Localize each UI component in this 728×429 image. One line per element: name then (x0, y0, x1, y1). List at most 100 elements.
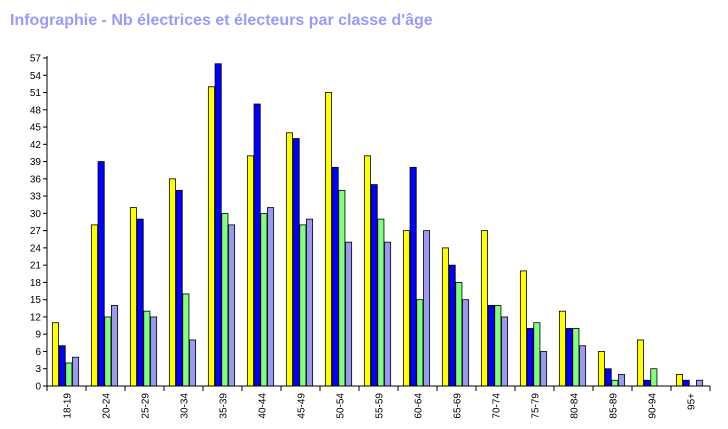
bar-50-54-s4 (345, 241, 353, 387)
bar-20-24-s2 (97, 161, 105, 387)
x-tick-label: 30-34 (180, 393, 191, 419)
x-axis: 18-19 20-24 25-29 30-34 35-39 40-44 45-49 50-54… (46, 385, 711, 419)
x-tick-label: 55-59 (375, 393, 386, 419)
bar-60-64-s2 (409, 166, 417, 387)
bar-20-24-s4 (111, 305, 119, 387)
bars-group (51, 63, 704, 387)
bar-35-39-s4 (228, 224, 236, 387)
bar-40-44-s4 (267, 207, 275, 387)
bar-50-54-s1 (324, 92, 332, 387)
bar-80-84-s1 (558, 310, 566, 387)
bar-85-89-s1 (597, 351, 605, 387)
y-tick-label: 54 (30, 71, 42, 82)
x-tick-label: 40-44 (258, 393, 269, 419)
y-tick-label: 27 (30, 226, 42, 237)
bar-40-44-s3 (260, 212, 268, 387)
bar-60-64-s1 (402, 230, 410, 387)
x-tick-label: 65-69 (453, 393, 464, 419)
bar-70-74-s1 (480, 230, 488, 387)
bar-65-69-s1 (441, 247, 449, 387)
bar-90-94-s1 (636, 339, 644, 387)
y-tick-label: 45 (30, 123, 42, 134)
bar-75-79-s1 (519, 270, 527, 387)
x-tick-label: 80-84 (570, 393, 581, 419)
bar-35-39-s3 (221, 212, 229, 387)
bar-80-84-s4 (579, 345, 587, 387)
y-tick-label: 39 (30, 157, 42, 168)
y-tick-label: 24 (30, 243, 42, 254)
bar-85-89-s4 (618, 374, 626, 387)
x-tick-label: 70-74 (492, 393, 503, 419)
x-tick-label: 45-49 (297, 393, 308, 419)
y-tick-label: 15 (30, 295, 42, 306)
bar-40-44-s2 (253, 103, 261, 387)
y-tick-label: 18 (30, 278, 42, 289)
bar-85-89-s3 (611, 379, 619, 387)
bar-70-74-s2 (487, 305, 495, 387)
bar-45-49-s3 (299, 224, 307, 387)
bar-30-34-s1 (168, 178, 176, 387)
bar-65-69-s2 (448, 264, 456, 387)
bar-75-79-s4 (540, 351, 548, 387)
y-tick-label: 6 (35, 347, 41, 358)
bar-30-34-s4 (189, 339, 197, 387)
y-tick-label: 36 (30, 174, 42, 185)
bar-95+-s1 (675, 374, 683, 387)
bar-55-59-s1 (363, 155, 371, 387)
bar-25-29-s1 (129, 207, 137, 387)
y-tick-label: 57 (30, 54, 42, 65)
bar-80-84-s2 (565, 328, 573, 387)
x-tick-label: 95+ (687, 393, 698, 410)
bar-80-84-s3 (572, 328, 580, 387)
x-tick-label: 50-54 (336, 393, 347, 419)
bar-20-24-s3 (104, 316, 112, 387)
y-tick-label: 42 (30, 140, 42, 151)
bar-45-49-s2 (292, 138, 300, 387)
y-tick-label: 30 (30, 209, 42, 220)
bar-50-54-s2 (331, 166, 339, 387)
bar-90-94-s3 (650, 368, 658, 387)
x-tick-label: 20-24 (102, 393, 113, 419)
bar-25-29-s2 (136, 218, 144, 387)
bar-65-69-s3 (455, 282, 463, 387)
bar-55-59-s3 (377, 218, 385, 387)
x-tick-label: 35-39 (219, 393, 230, 419)
y-tick-label: 51 (30, 88, 42, 99)
bar-60-64-s4 (423, 230, 431, 387)
bar-75-79-s3 (533, 322, 541, 387)
bar-90-94-s2 (643, 379, 651, 387)
bar-50-54-s3 (338, 189, 346, 387)
x-tick-label: 75-79 (531, 393, 542, 419)
bar-55-59-s2 (370, 184, 378, 387)
y-tick-label: 48 (30, 105, 42, 116)
bar-18-19-s2 (58, 345, 66, 387)
bar-18-19-s4 (72, 356, 80, 387)
bar-40-44-s1 (246, 155, 254, 387)
y-tick-label: 0 (35, 382, 41, 393)
y-tick-label: 21 (30, 261, 42, 272)
bar-95+-s2 (682, 379, 690, 387)
y-tick-label: 12 (30, 312, 42, 323)
bar-95+-s4 (696, 379, 704, 387)
bar-85-89-s2 (604, 368, 612, 387)
bar-30-34-s3 (182, 293, 190, 387)
bar-18-19-s3 (65, 362, 73, 387)
bar-70-74-s3 (494, 305, 502, 387)
bar-45-49-s1 (285, 132, 293, 387)
x-tick-label: 90-94 (648, 393, 659, 419)
bar-25-29-s3 (143, 310, 151, 387)
bar-35-39-s1 (207, 86, 215, 387)
y-tick-label: 9 (35, 330, 41, 341)
bar-25-29-s4 (150, 316, 158, 387)
chart-title: Infographie - Nb électrices et électeurs… (10, 12, 433, 29)
bar-55-59-s4 (384, 241, 392, 387)
x-tick-label: 18-19 (63, 393, 74, 419)
bar-35-39-s2 (214, 63, 222, 387)
bar-18-19-s1 (51, 322, 59, 387)
x-tick-label: 60-64 (414, 393, 425, 419)
x-tick-label: 25-29 (141, 393, 152, 419)
y-tick-label: 3 (35, 364, 41, 375)
bar-60-64-s3 (416, 299, 424, 387)
